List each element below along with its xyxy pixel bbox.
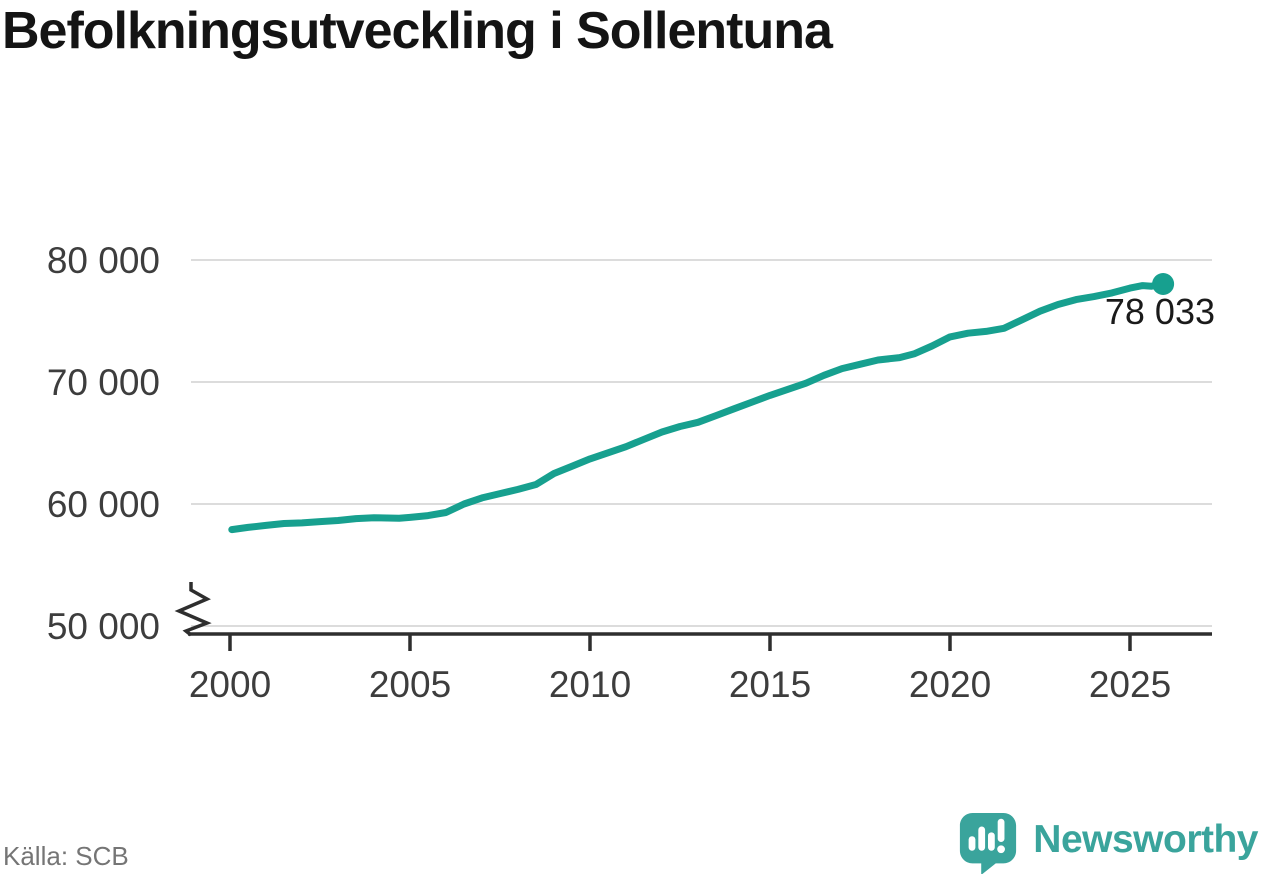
y-tick-label: 70 000 — [47, 362, 160, 403]
y-tick-label: 60 000 — [47, 484, 160, 525]
newsworthy-chart-bubble-icon — [960, 812, 1017, 874]
x-tick-label: 2000 — [189, 664, 271, 705]
end-point-dot — [1152, 272, 1175, 295]
x-tick-label: 2015 — [729, 664, 811, 705]
x-tick-label: 2010 — [549, 664, 631, 705]
logo-bar-mid — [988, 832, 996, 851]
x-tick-label: 2005 — [369, 664, 451, 705]
newsworthy-logo: Newsworthy — [957, 810, 1258, 874]
population-line — [228, 280, 1167, 534]
y-tick-label: 80 000 — [47, 240, 160, 281]
source-text: Källa: SCB — [3, 841, 129, 871]
chart-title: Befolkningsutveckling i Sollentuna — [2, 2, 833, 60]
y-axis-break-icon — [174, 582, 212, 637]
x-tick-label: 2020 — [909, 664, 991, 705]
y-tick-label: 50 000 — [47, 606, 160, 647]
brand-name: Newsworthy — [1033, 817, 1258, 861]
logo-exclamation-dot — [997, 845, 1006, 854]
logo-exclamation-bar — [997, 818, 1005, 842]
x-tick-label: 2025 — [1089, 664, 1171, 705]
logo-bar-tall — [978, 826, 986, 851]
end-value-label: 78 033 — [1104, 291, 1215, 332]
logo-bar-short — [968, 836, 976, 851]
